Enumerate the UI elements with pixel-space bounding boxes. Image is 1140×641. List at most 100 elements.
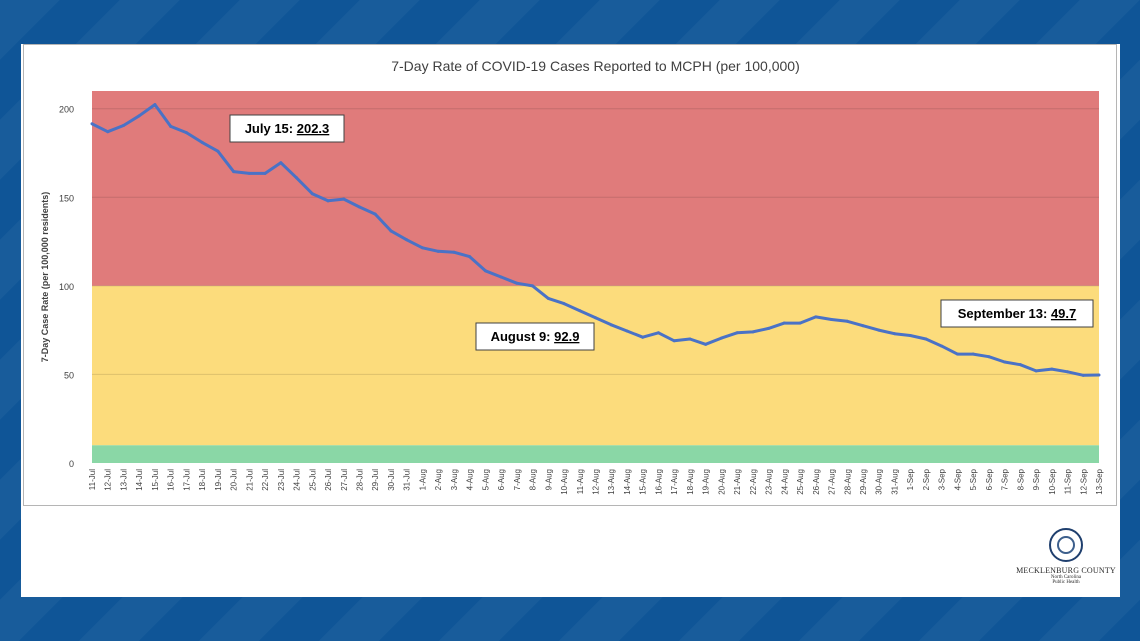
data-point — [578, 309, 582, 313]
data-point — [719, 336, 723, 340]
x-tick-label: 11-Aug — [576, 469, 585, 494]
annotation-date: July 15: — [245, 121, 297, 136]
logo-dept: Public Health — [1052, 580, 1080, 585]
x-tick-label: 28-Jul — [355, 469, 364, 491]
x-tick-label: 4-Sep — [953, 468, 962, 490]
data-point — [751, 330, 755, 334]
x-tick-label: 4-Aug — [466, 469, 475, 490]
data-point — [295, 176, 299, 180]
x-tick-label: 21-Aug — [733, 469, 742, 495]
x-tick-label: 29-Jul — [371, 469, 380, 491]
annotation-value: 49.7 — [1051, 306, 1076, 321]
data-point — [499, 275, 503, 279]
x-tick-label: 11-Sep — [1064, 468, 1073, 494]
data-point — [830, 318, 834, 322]
x-tick-label: 12-Jul — [104, 469, 113, 491]
data-point — [1034, 369, 1038, 373]
x-tick-label: 18-Jul — [198, 469, 207, 491]
data-point — [452, 250, 456, 254]
x-tick-label: 3-Sep — [938, 468, 947, 490]
data-point — [908, 333, 912, 337]
data-point — [357, 205, 361, 209]
covid-rate-chart: 7-Day Rate of COVID-19 Cases Reported to… — [40, 58, 1104, 495]
risk-band-1 — [92, 285, 1099, 446]
x-tick-label: 16-Jul — [167, 469, 176, 491]
x-tick-label: 30-Jul — [387, 469, 396, 491]
annotation-date: September 13: — [958, 306, 1051, 321]
x-tick-label: 24-Jul — [293, 469, 302, 491]
data-point — [1066, 370, 1070, 374]
data-point — [436, 249, 440, 253]
x-tick-label: 21-Jul — [245, 469, 254, 491]
x-tick-label: 19-Jul — [214, 469, 223, 491]
x-tick-label: 23-Aug — [765, 469, 774, 495]
x-tick-label: 13-Sep — [1095, 468, 1104, 494]
data-point — [641, 335, 645, 339]
county-logo: MECKLENBURG COUNTY North Carolina Public… — [1016, 528, 1116, 588]
data-point — [216, 149, 220, 153]
x-tick-label: 8-Sep — [1016, 468, 1025, 490]
x-tick-label: 12-Aug — [592, 469, 601, 495]
x-tick-label: 13-Jul — [119, 469, 128, 491]
x-tick-label: 15-Jul — [151, 469, 160, 491]
annotation-box-0 — [229, 114, 345, 143]
data-point — [137, 114, 141, 118]
data-point — [121, 124, 125, 128]
x-tick-label: 8-Aug — [529, 469, 538, 490]
x-tick-label: 5-Sep — [969, 468, 978, 490]
x-tick-label: 19-Aug — [702, 469, 711, 495]
data-point — [798, 321, 802, 325]
chart-frame: 7-Day Rate of COVID-19 Cases Reported to… — [23, 44, 1117, 506]
x-tick-label: 17-Aug — [670, 469, 679, 495]
y-tick-label: 0 — [69, 459, 74, 469]
x-tick-label: 1-Sep — [906, 468, 915, 490]
chart-title: 7-Day Rate of COVID-19 Cases Reported to… — [391, 58, 800, 74]
data-point — [200, 140, 204, 144]
data-point — [688, 337, 692, 341]
x-tick-label: 6-Aug — [497, 469, 506, 490]
x-tick-label: 7-Sep — [1001, 468, 1010, 490]
x-tick-label: 27-Aug — [828, 469, 837, 495]
x-tick-label: 25-Aug — [796, 469, 805, 495]
data-point — [389, 229, 393, 233]
x-tick-label: 10-Sep — [1048, 468, 1057, 494]
x-tick-label: 20-Jul — [230, 469, 239, 491]
data-point — [924, 337, 928, 341]
data-point — [1097, 373, 1101, 377]
y-tick-label: 200 — [59, 105, 74, 115]
data-point — [892, 332, 896, 336]
x-tick-label: 23-Jul — [277, 469, 286, 491]
data-point — [987, 355, 991, 359]
x-tick-label: 26-Aug — [812, 469, 821, 495]
annotation-label-0: July 15: 202.3 — [245, 121, 330, 136]
data-point — [153, 103, 157, 107]
x-tick-label: 25-Jul — [308, 469, 317, 491]
annotation-label-2: September 13: 49.7 — [958, 306, 1077, 321]
x-tick-label: 1-Aug — [418, 469, 427, 490]
annotation-box-1 — [475, 322, 595, 351]
data-point — [279, 161, 283, 165]
x-tick-label: 28-Aug — [843, 469, 852, 495]
x-tick-label: 18-Aug — [686, 469, 695, 495]
y-axis-label: 7-Day Case Rate (per 100,000 residents) — [40, 192, 50, 363]
x-tick-label: 24-Aug — [780, 469, 789, 495]
data-point — [940, 344, 944, 348]
x-tick-label: 11-Jul — [88, 469, 97, 490]
x-tick-label: 6-Sep — [985, 468, 994, 490]
slide: 7-Day Rate of COVID-19 Cases Reported to… — [21, 44, 1120, 597]
data-point — [767, 326, 771, 330]
data-point — [594, 316, 597, 320]
data-point — [1050, 367, 1054, 371]
x-tick-label: 2-Aug — [434, 469, 443, 490]
data-point — [169, 124, 173, 128]
x-tick-label: 3-Aug — [450, 469, 459, 490]
data-point — [1018, 363, 1022, 367]
data-point — [531, 284, 535, 288]
annotation-box-2 — [940, 299, 1094, 328]
data-point — [861, 324, 865, 328]
data-point — [468, 255, 472, 259]
data-point — [656, 331, 660, 335]
data-point — [845, 319, 849, 323]
data-point — [1003, 360, 1007, 364]
data-point — [955, 352, 959, 356]
